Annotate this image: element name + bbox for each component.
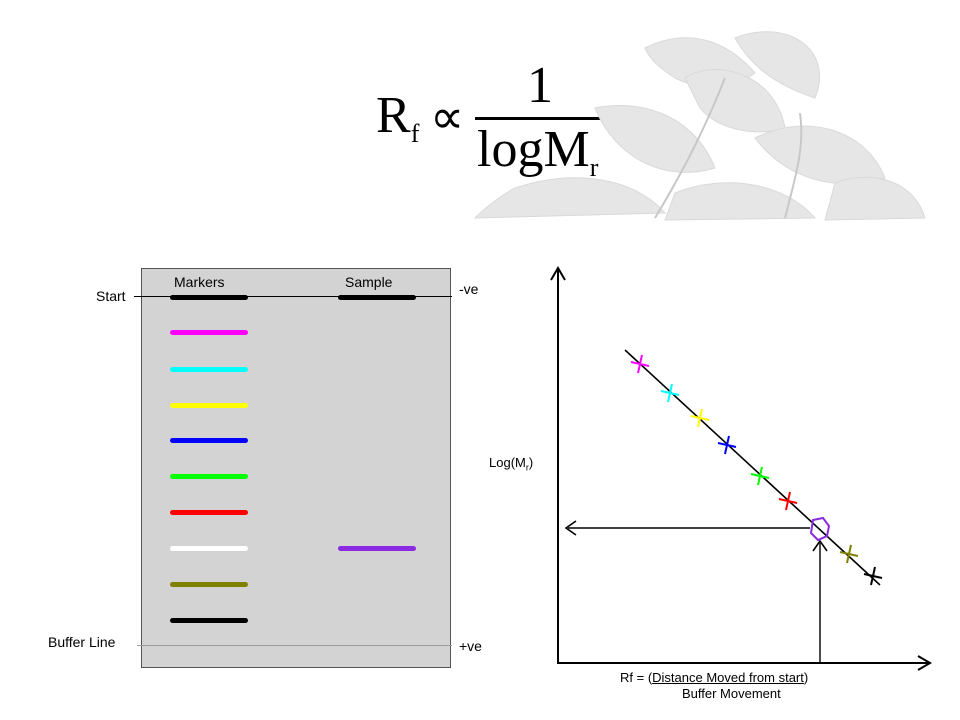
buffer-line-label: Buffer Line <box>48 634 116 650</box>
marker-band <box>170 474 248 479</box>
marker-point-cross <box>863 566 883 586</box>
marker-point-cross <box>690 408 710 428</box>
x-axis-arrowhead <box>917 655 932 671</box>
marker-band <box>170 618 248 623</box>
x-axis-label: Rf = (Distance Moved from start) Buffer … <box>620 670 890 702</box>
markers-column-label: Markers <box>174 274 225 290</box>
x-axis-label-close: ) <box>803 670 809 685</box>
formula-fraction-bar <box>475 117 601 120</box>
y-axis-label-main: Log(M <box>489 455 526 470</box>
sample-column-label: Sample <box>345 274 393 290</box>
marker-band <box>170 403 248 408</box>
marker-point-cross <box>839 544 859 564</box>
marker-band <box>170 330 248 335</box>
start-label: Start <box>96 288 126 304</box>
formula-denominator-text: logM <box>477 121 590 178</box>
marker-point-cross <box>660 383 680 403</box>
sample-point <box>809 516 831 542</box>
formula-proportional-symbol: ∝ <box>430 91 465 144</box>
x-axis-label-line2: Buffer Movement <box>682 686 781 701</box>
x-axis-label-numerator: Distance Moved from start <box>652 670 804 685</box>
sample-band <box>338 546 416 551</box>
marker-point-cross <box>630 354 650 374</box>
horizontal-projection-arrowhead <box>564 520 577 536</box>
plant-leaf-watermark-icon <box>473 31 926 221</box>
marker-band <box>170 438 248 443</box>
x-axis-label-prefix: Rf = ( <box>620 670 653 685</box>
y-axis-label-close: ) <box>528 455 534 470</box>
calibration-line <box>624 349 881 586</box>
positive-electrode-label: +ve <box>459 638 482 654</box>
marker-band <box>170 546 248 551</box>
y-axis-label-sub: r <box>525 462 529 473</box>
formula-numerator: 1 <box>527 57 553 114</box>
gel-panel <box>141 268 451 668</box>
marker-point-cross <box>778 491 798 511</box>
marker-band <box>170 582 248 587</box>
calibration-plot <box>550 266 932 671</box>
formula-denominator: logMr <box>477 122 598 196</box>
marker-point-cross <box>717 435 737 455</box>
marker-point-cross <box>750 466 770 486</box>
formula-lhs: R <box>376 87 411 144</box>
marker-band <box>170 295 248 300</box>
formula-lhs-sub: f <box>410 119 420 148</box>
y-axis-arrowhead <box>550 266 566 281</box>
negative-electrode-label: -ve <box>459 281 479 297</box>
marker-band <box>170 510 248 515</box>
formula-rf: Rf <box>376 86 419 164</box>
vertical-projection-arrowhead <box>812 539 828 552</box>
x-axis-label-line1: Rf = (Distance Moved from start) <box>620 670 890 686</box>
y-axis-label: Log(Mr) <box>489 455 533 473</box>
marker-band <box>170 367 248 372</box>
buffer-line <box>137 645 452 646</box>
start-line <box>134 296 452 297</box>
formula-denominator-sub: r <box>589 153 599 182</box>
marker-points <box>630 354 883 586</box>
sample-band <box>338 295 416 300</box>
